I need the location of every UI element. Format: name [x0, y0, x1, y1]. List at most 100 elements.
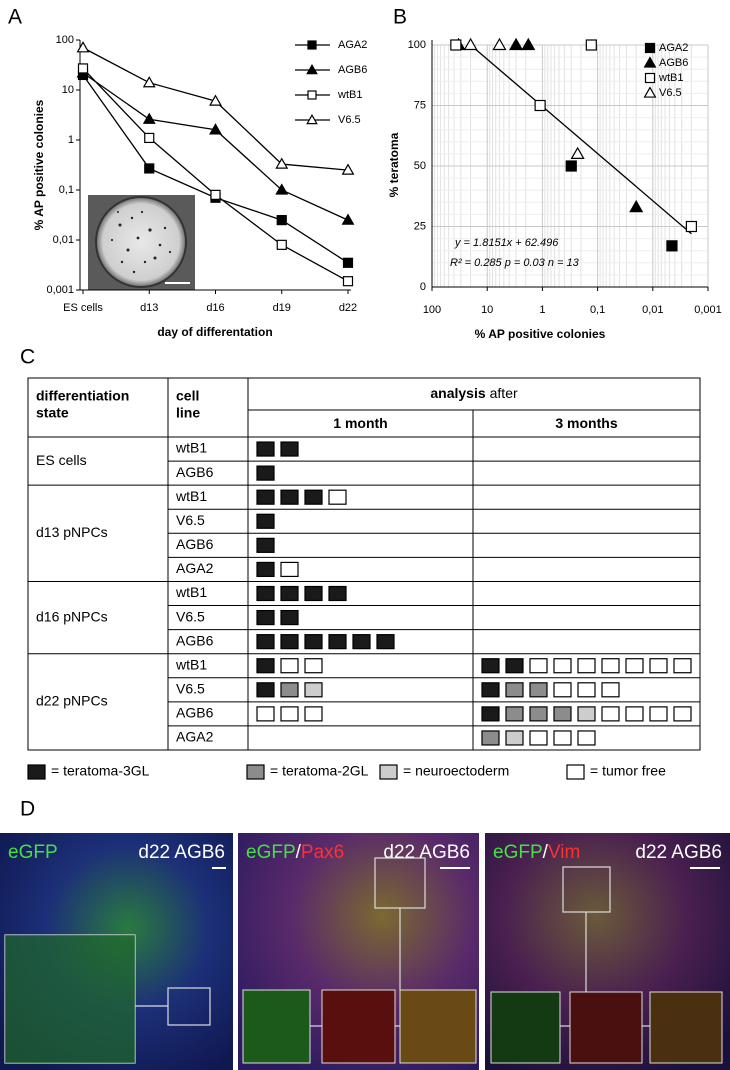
- outcome-box: [280, 609, 299, 626]
- outcome-box: [505, 730, 524, 746]
- y-axis-title: % AP positive colonies: [32, 99, 46, 230]
- marker: [585, 39, 597, 51]
- x-tick-label: 1: [539, 304, 545, 316]
- cell-line: wtB1: [175, 584, 207, 600]
- sample-label: d22 AGB6: [635, 842, 722, 863]
- legend-label: = teratoma-3GL: [51, 763, 150, 779]
- x-tick-label: d22: [339, 302, 357, 314]
- marker: [341, 213, 355, 225]
- outcome-box: [625, 706, 644, 722]
- cell-line: AGA2: [176, 729, 214, 745]
- marker: [643, 56, 657, 68]
- y-tick-label: 25: [414, 220, 426, 232]
- outcome-box: [577, 682, 596, 698]
- outcome-box: [256, 489, 275, 505]
- marker: [565, 160, 577, 172]
- marker: [666, 240, 678, 252]
- outcome-box: [256, 682, 275, 698]
- legend-box: [379, 764, 398, 780]
- outcome-box: [256, 537, 275, 553]
- legend-label: = teratoma-2GL: [270, 763, 369, 779]
- outcome-box: [280, 585, 299, 602]
- group-label: ES cells: [36, 452, 87, 468]
- outcome-box: [328, 585, 347, 602]
- legend-label: AGA2: [659, 42, 688, 54]
- marker: [307, 40, 317, 50]
- channel-name: /: [296, 842, 302, 863]
- trendline: [470, 44, 692, 235]
- outcome-box: [304, 634, 323, 650]
- outcome-box: [304, 658, 323, 674]
- cell-line: V6.5: [176, 608, 205, 624]
- channel-name: eGFP: [8, 842, 58, 863]
- header-bold: analysis: [430, 385, 485, 401]
- y-tick-label: 0,1: [59, 184, 74, 196]
- outcome-box: [505, 682, 524, 698]
- x-tick-label: 0,001: [694, 304, 722, 316]
- marker: [629, 199, 644, 213]
- outcome-box: [328, 489, 347, 505]
- marker: [275, 157, 289, 169]
- y-tick-label: 0,01: [53, 234, 74, 246]
- marker: [306, 63, 318, 75]
- y-tick-label: 1: [68, 134, 74, 146]
- y-tick-label: 0,001: [46, 284, 74, 296]
- channel-name: eGFP: [246, 842, 296, 863]
- marker: [463, 37, 478, 51]
- group-label: d22 pNPCs: [36, 693, 108, 709]
- header-cell: differentiation: [36, 388, 129, 404]
- cell-line: wtB1: [175, 440, 207, 456]
- header-cell: line: [176, 405, 200, 421]
- marker: [644, 42, 656, 54]
- y-tick-label: 50: [414, 160, 426, 172]
- outcome-box: [352, 634, 371, 650]
- cell-line: AGB6: [176, 464, 214, 480]
- outcome-box: [256, 634, 275, 650]
- marker: [534, 99, 546, 112]
- marker: [276, 239, 287, 250]
- group-label: d13 pNPCs: [36, 524, 108, 540]
- y-tick-label: 100: [56, 34, 74, 46]
- outcome-box: [673, 658, 692, 674]
- cell-line: wtB1: [175, 488, 207, 504]
- outcome-box: [649, 658, 668, 674]
- y-tick-label: 75: [414, 99, 426, 111]
- marker: [76, 41, 90, 53]
- marker: [644, 72, 656, 84]
- legend-label: AGB6: [659, 57, 688, 69]
- legend-label: = neuroectoderm: [403, 763, 509, 779]
- outcome-box: [280, 561, 299, 578]
- x-tick-label: 100: [423, 304, 441, 316]
- x-tick-label: 0,01: [642, 304, 663, 316]
- panel-label: D: [20, 798, 35, 821]
- header-cell: analysis after: [430, 385, 518, 401]
- outcome-box: [256, 465, 275, 481]
- marker: [142, 76, 156, 88]
- x-tick-label: d16: [206, 302, 224, 314]
- marker: [341, 163, 355, 175]
- outcome-box: [256, 513, 275, 529]
- legend-label: V6.5: [338, 114, 361, 126]
- header-cell: 1 month: [333, 415, 387, 431]
- channel-name: Vim: [548, 842, 580, 863]
- cell-line: AGB6: [176, 536, 214, 552]
- marker: [306, 113, 318, 125]
- outcome-box: [256, 609, 275, 626]
- outcome-box: [304, 682, 323, 698]
- marker: [643, 86, 657, 98]
- outcome-box: [304, 489, 323, 505]
- legend-label: = tumor free: [590, 763, 666, 779]
- marker: [209, 94, 222, 106]
- x-tick-label: ES cells: [63, 302, 103, 314]
- outcome-box: [256, 585, 275, 602]
- marker: [144, 132, 155, 144]
- marker: [276, 215, 287, 226]
- outcome-box: [256, 441, 275, 457]
- marker: [492, 37, 507, 51]
- outcome-box: [376, 634, 395, 650]
- channel-name: Pax6: [301, 842, 344, 863]
- channel-label: eGFP/Pax6: [246, 842, 344, 863]
- outcome-box: [553, 730, 572, 746]
- outcome-box: [649, 706, 668, 722]
